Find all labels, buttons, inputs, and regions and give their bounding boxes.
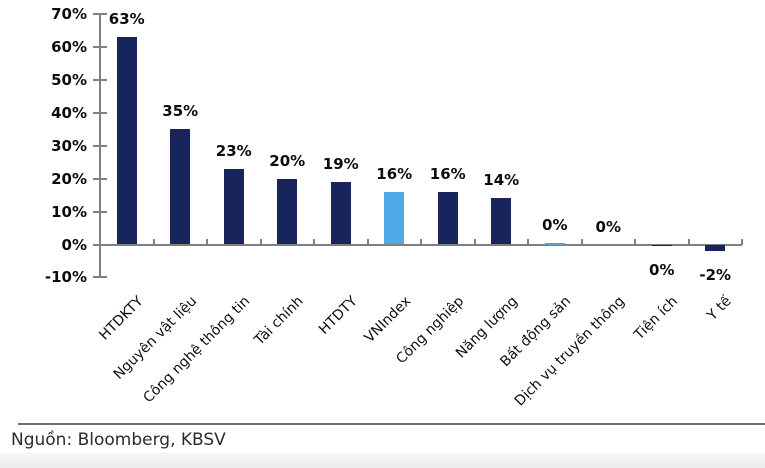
data-label: 0% (649, 260, 675, 279)
y-axis-tick-label: 60% (51, 38, 87, 57)
y-axis-tick (93, 111, 107, 114)
x-axis-tick (634, 238, 636, 245)
x-axis-tick (259, 238, 262, 245)
data-label: 16% (376, 164, 413, 183)
data-label: 63% (108, 10, 145, 29)
bar-segment (437, 191, 458, 245)
y-axis-tick-label: 20% (51, 169, 87, 188)
bar-highlight (384, 191, 405, 245)
bar-segment (651, 244, 672, 246)
data-label: 16% (429, 164, 466, 183)
y-axis-tick (93, 79, 107, 81)
bar-segment (544, 243, 565, 245)
x-axis-line (100, 243, 742, 246)
bar-segment (170, 129, 191, 245)
data-label: 20% (269, 151, 306, 170)
category-label: Tài chính (251, 293, 307, 349)
y-axis-tick-label: 40% (51, 103, 87, 122)
footer-divider (18, 423, 765, 425)
data-label: 14% (483, 171, 520, 190)
x-axis-tick (152, 238, 155, 245)
x-axis-tick (366, 238, 369, 245)
data-label: 19% (322, 154, 359, 173)
category-label: HTDKTY (96, 293, 147, 344)
x-axis-tick (206, 238, 208, 245)
category-label: Dịch vụ truyền thông (511, 293, 628, 410)
data-label: -2% (699, 266, 732, 285)
category-label: Y tế (704, 293, 735, 324)
category-label: Công nghệ thông tin (140, 293, 254, 407)
y-axis-tick-label: 50% (51, 71, 87, 89)
x-axis-tick (99, 238, 101, 245)
y-axis-tick-label: 0% (61, 235, 87, 254)
category-label: VNIndex (361, 293, 414, 347)
x-axis-tick (741, 238, 743, 245)
bar-segment (705, 244, 726, 252)
bar-chart: 70% 60% 50% 40% 30% 20% 10% 0% -10% 63% HTDKTY 35% N… (44, 5, 743, 410)
y-axis-tick-label: 70% (51, 5, 87, 24)
x-axis-tick (580, 238, 583, 245)
y-axis-tick-label: 30% (51, 136, 87, 155)
x-axis-tick (527, 238, 529, 245)
x-axis-tick (687, 238, 690, 245)
y-axis-tick-label: 10% (51, 202, 87, 221)
data-label: 0% (595, 217, 621, 236)
source-text: Nguồn: Bloomberg, KBSV (11, 430, 226, 450)
x-axis-tick (313, 238, 315, 245)
x-axis-tick (420, 238, 422, 245)
bar-segment (491, 198, 512, 245)
y-axis-tick (93, 13, 107, 16)
data-label: 35% (162, 102, 199, 121)
data-label: 0% (542, 216, 568, 235)
y-axis-tick (93, 46, 107, 49)
y-axis-tick (93, 144, 107, 147)
y-axis-tick-label: -10% (44, 268, 87, 287)
bar-segment (116, 37, 137, 245)
x-axis-tick (473, 238, 476, 245)
category-label: HTDTY (315, 293, 361, 338)
bottom-strip (0, 453, 765, 468)
bar-segment (223, 168, 244, 245)
bar-segment (277, 178, 298, 245)
bar-segment (330, 181, 351, 245)
y-axis-tick (93, 276, 107, 279)
y-axis-tick (93, 210, 107, 213)
y-axis-tick (93, 177, 107, 180)
category-label: Tiện ích (631, 293, 682, 344)
data-label: 23% (215, 141, 252, 160)
